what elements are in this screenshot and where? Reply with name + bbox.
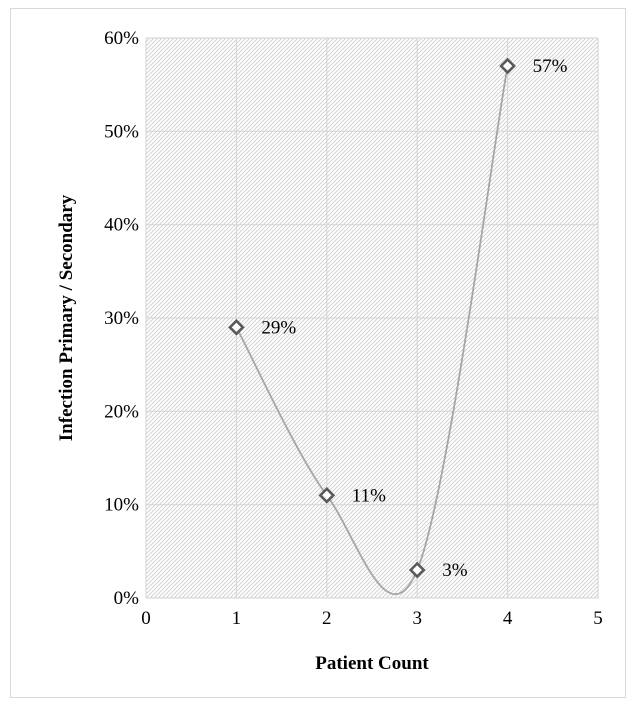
x-axis-title: Patient Count (315, 653, 429, 674)
data-point-marker (318, 486, 336, 504)
x-tick-label: 5 (593, 608, 603, 629)
data-label: 3% (442, 560, 468, 581)
y-axis-title: Infection Primary / Secondary (56, 194, 77, 441)
data-label: 29% (261, 317, 296, 338)
x-tick-label: 3 (412, 608, 422, 629)
series-line (235, 65, 509, 596)
x-tick-label: 2 (322, 608, 332, 629)
series-group (228, 57, 516, 596)
data-point-marker (408, 561, 426, 579)
x-tick-label: 4 (503, 608, 513, 629)
data-labels: 29% 11% 3% 57% (261, 56, 567, 581)
y-tick-label: 60% (104, 28, 139, 49)
y-tick-label: 10% (104, 495, 139, 516)
y-tick-label: 0% (114, 588, 140, 609)
data-point-marker (499, 57, 516, 75)
x-tick-label: 1 (232, 608, 242, 629)
data-label: 57% (533, 56, 568, 77)
y-tick-label: 30% (104, 308, 139, 329)
y-tick-label: 50% (104, 121, 139, 142)
tick-labels: 0% 10% 20% 30% 40% 50% 60% 0 1 2 3 4 5 (104, 28, 603, 629)
data-point-marker (228, 318, 245, 336)
y-tick-label: 40% (104, 215, 139, 236)
data-label: 11% (352, 485, 386, 506)
gridlines (145, 37, 599, 599)
x-tick-label: 0 (141, 608, 151, 629)
y-tick-label: 20% (104, 401, 139, 422)
